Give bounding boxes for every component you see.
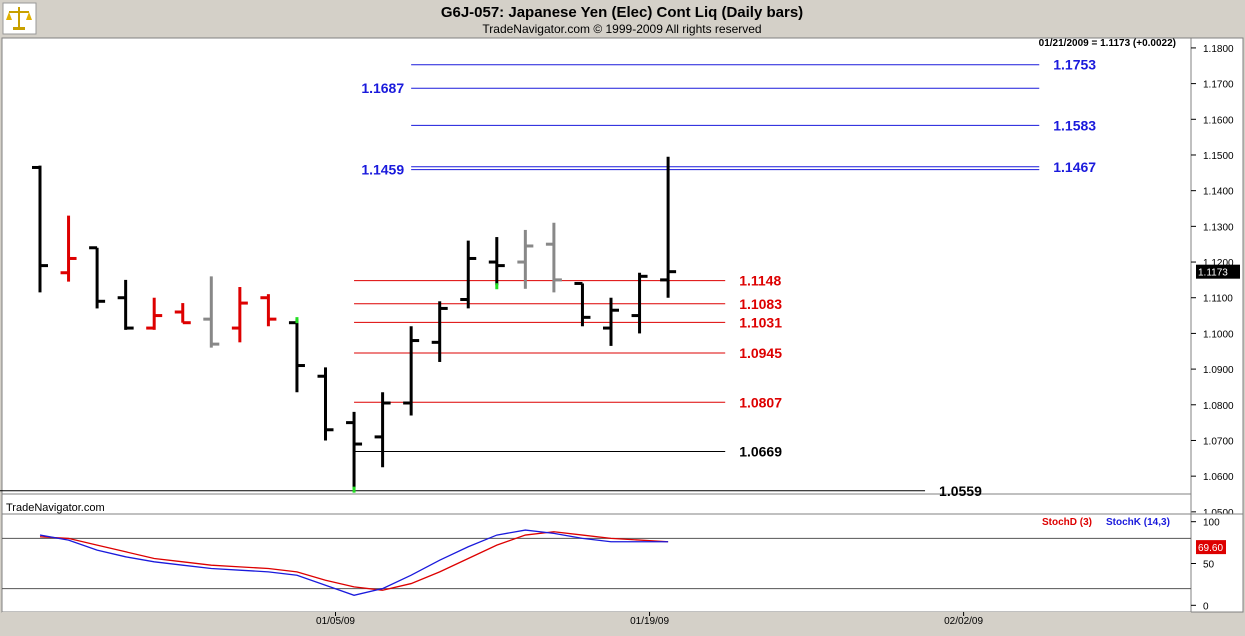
stochastic-axis-ticks: 0 50 100 69.60 — [1191, 518, 1226, 612]
ohlc-bar — [603, 297, 619, 346]
ohlc-bar — [32, 165, 48, 293]
ohlc-bar — [317, 367, 334, 441]
chart-title: G6J-057: Japanese Yen (Elec) Cont Liq (D… — [441, 4, 803, 21]
stoch-tick-label: 50 — [1203, 560, 1215, 571]
stoch-tick-label: 100 — [1203, 518, 1220, 529]
level-label-1.0669: 1.0669 — [739, 444, 782, 460]
ohlc-bar — [660, 156, 677, 298]
ohlc-bar — [374, 392, 391, 468]
copyright-subtitle: TradeNavigator.com © 1999-2009 All right… — [482, 22, 761, 36]
price-axis-ticks: 1.0500 1.0600 1.0700 1.0800 1.0900 1.1000 1.11… — [1191, 44, 1240, 519]
stochastic-axis — [1190, 513, 1244, 613]
price-tick-label: 1.1100 — [1203, 294, 1233, 305]
price-bars — [32, 156, 677, 493]
panel-divider-strip — [1, 493, 1192, 515]
price-tick-label: 1.1200 — [1203, 258, 1234, 269]
ohlc-bar — [89, 246, 106, 309]
time-label: 01/19/09 — [630, 616, 669, 627]
ohlc-bar — [517, 229, 534, 289]
ohlc-bar — [431, 301, 448, 362]
level-label-1.1148: 1.1148 — [739, 273, 781, 289]
ohlc-bar — [631, 272, 648, 334]
price-tick-label: 1.0700 — [1203, 436, 1234, 447]
level-label-1.1583: 1.1583 — [1053, 117, 1096, 133]
stoch-series-line — [39, 529, 669, 596]
price-tick-label: 1.1500 — [1203, 151, 1234, 162]
price-tick-label: 1.1800 — [1203, 44, 1234, 55]
level-label-1.1467: 1.1467 — [1053, 159, 1096, 175]
price-tick-label: 1.1400 — [1203, 187, 1234, 198]
time-label: 01/05/09 — [316, 616, 355, 627]
time-axis-labels: 01/05/09 01/19/09 02/02/09 — [316, 612, 983, 627]
level-label-1.0807: 1.0807 — [739, 394, 782, 410]
ohlc-bar — [260, 294, 277, 327]
ohlc-bar — [403, 326, 420, 416]
level-label-1.1459: 1.1459 — [361, 162, 404, 178]
stochastic-legend: StochD (3) StochK (14,3) — [1042, 517, 1170, 528]
ohlc-bar — [60, 215, 77, 282]
stochastic-panel — [1, 513, 1192, 613]
time-axis — [2, 612, 1191, 629]
price-tick-label: 1.0600 — [1203, 472, 1234, 483]
price-tick-label: 1.0500 — [1203, 508, 1234, 519]
level-label-1.1031: 1.1031 — [739, 314, 782, 330]
level-label-1.1083: 1.1083 — [739, 296, 782, 312]
ohlc-bar — [146, 297, 163, 330]
price-tick-label: 1.1000 — [1203, 329, 1234, 340]
stoch-legend-entry: StochD (3) — [1042, 517, 1092, 528]
stochastic-lines — [2, 529, 1191, 596]
level-label-1.1753: 1.1753 — [1053, 57, 1096, 73]
projection-levels: 1.1753 1.1687 1.1583 1.1467 1.1459 1.1148 1.10… — [0, 57, 1096, 499]
ohlc-bar — [574, 281, 591, 327]
ohlc-bar — [231, 287, 248, 343]
ohlc-bar — [346, 411, 363, 489]
last-price-tag — [1196, 264, 1240, 279]
ohlc-bar — [117, 279, 134, 330]
last-price-tag-label: 1.1173 — [1198, 268, 1228, 279]
stoch-tick-label: 0 — [1203, 601, 1209, 612]
price-panel — [1, 37, 1192, 495]
stoch-last-tag-label: 69.60 — [1198, 543, 1223, 554]
ohlc-bar — [460, 240, 477, 309]
scale-logo-icon — [2, 2, 37, 35]
price-tick-label: 1.0900 — [1203, 365, 1234, 376]
ohlc-bar — [203, 276, 220, 348]
stoch-last-tag — [1196, 540, 1226, 555]
time-label: 02/02/09 — [944, 616, 983, 627]
level-label-1.0945: 1.0945 — [739, 345, 782, 361]
ohlc-bar — [488, 237, 505, 286]
panel-source-label: TradeNavigator.com — [6, 502, 105, 514]
level-label-1.0559: 1.0559 — [939, 483, 982, 499]
stoch-legend-entry: StochK (14,3) — [1106, 517, 1170, 528]
stoch-series-line — [39, 531, 669, 591]
price-tick-label: 1.1600 — [1203, 115, 1234, 126]
price-tick-label: 1.1300 — [1203, 222, 1234, 233]
price-tick-label: 1.0800 — [1203, 401, 1234, 412]
price-tick-label: 1.1700 — [1203, 80, 1234, 91]
last-quote-readout: 01/21/2009 = 1.1173 (+0.0022) — [1039, 38, 1176, 49]
ohlc-bar — [545, 222, 562, 293]
ohlc-bar — [174, 303, 191, 325]
level-label-1.1687: 1.1687 — [361, 80, 404, 96]
